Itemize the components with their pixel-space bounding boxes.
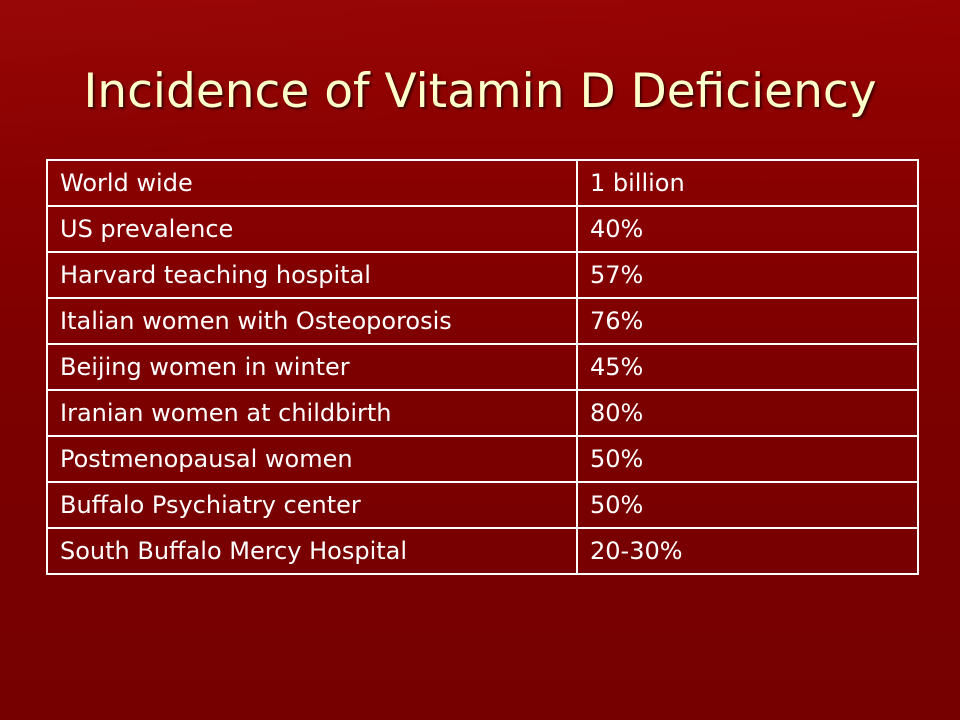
slide-title: Incidence of Vitamin D Deficiency bbox=[83, 64, 877, 119]
row-value: 45% bbox=[576, 343, 919, 391]
table-row: Iranian women at childbirth 80% bbox=[46, 389, 919, 437]
row-value: 76% bbox=[576, 297, 919, 345]
row-label: Iranian women at childbirth bbox=[46, 389, 578, 437]
row-value: 50% bbox=[576, 481, 919, 529]
row-label: World wide bbox=[46, 159, 578, 207]
table-row: Postmenopausal women 50% bbox=[46, 435, 919, 483]
row-value: 50% bbox=[576, 435, 919, 483]
row-label: Beijing women in winter bbox=[46, 343, 578, 391]
row-label: Harvard teaching hospital bbox=[46, 251, 578, 299]
incidence-table: World wide 1 billion US prevalence 40% H… bbox=[46, 159, 919, 575]
table-row: South Buffalo Mercy Hospital 20-30% bbox=[46, 527, 919, 575]
row-label: Italian women with Osteoporosis bbox=[46, 297, 578, 345]
table-row: US prevalence 40% bbox=[46, 205, 919, 253]
row-value: 40% bbox=[576, 205, 919, 253]
row-label: Postmenopausal women bbox=[46, 435, 578, 483]
row-label: South Buffalo Mercy Hospital bbox=[46, 527, 578, 575]
row-label: US prevalence bbox=[46, 205, 578, 253]
table-row: Italian women with Osteoporosis 76% bbox=[46, 297, 919, 345]
row-label: Buffalo Psychiatry center bbox=[46, 481, 578, 529]
row-value: 80% bbox=[576, 389, 919, 437]
table-row: World wide 1 billion bbox=[46, 159, 919, 207]
table-row: Beijing women in winter 45% bbox=[46, 343, 919, 391]
row-value: 57% bbox=[576, 251, 919, 299]
table-row: Harvard teaching hospital 57% bbox=[46, 251, 919, 299]
row-value: 1 billion bbox=[576, 159, 919, 207]
row-value: 20-30% bbox=[576, 527, 919, 575]
table-row: Buffalo Psychiatry center 50% bbox=[46, 481, 919, 529]
